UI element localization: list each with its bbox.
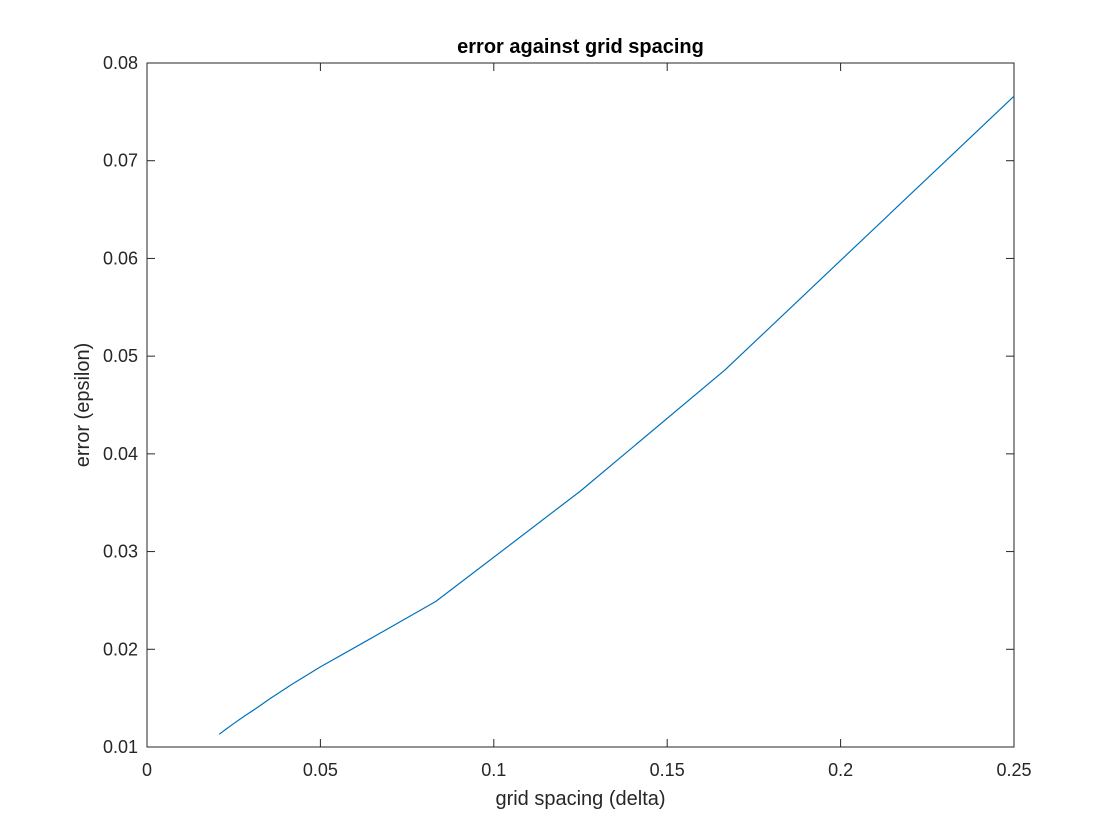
x-tick-label: 0.25 bbox=[996, 760, 1031, 780]
series-layer bbox=[218, 95, 1015, 735]
series-line bbox=[218, 95, 1015, 735]
y-axis-label: error (epsilon) bbox=[72, 343, 94, 467]
x-tick-label: 0 bbox=[142, 760, 152, 780]
x-tick-label: 0.05 bbox=[303, 760, 338, 780]
y-tick-label: 0.08 bbox=[103, 53, 138, 73]
y-tick-label: 0.07 bbox=[103, 151, 138, 171]
y-tick-label: 0.05 bbox=[103, 346, 138, 366]
y-tick-label: 0.02 bbox=[103, 639, 138, 659]
y-tick-label: 0.01 bbox=[103, 737, 138, 757]
y-tick-label: 0.06 bbox=[103, 248, 138, 268]
x-tick-label: 0.2 bbox=[828, 760, 853, 780]
x-tick-label: 0.1 bbox=[481, 760, 506, 780]
y-tick-label: 0.04 bbox=[103, 444, 138, 464]
plot-area bbox=[146, 62, 1015, 748]
x-axis-ticks: 0 0.05 0.1 0.15 0.2 0.25 bbox=[142, 63, 1032, 780]
y-axis-ticks: 0.01 0.02 0.03 0.04 0.05 0.06 0.07 0.08 bbox=[103, 53, 1014, 757]
x-axis-label: grid spacing (delta) bbox=[495, 788, 665, 810]
chart-title: error against grid spacing bbox=[457, 36, 704, 58]
y-tick-label: 0.03 bbox=[103, 542, 138, 562]
x-tick-label: 0.15 bbox=[650, 760, 685, 780]
